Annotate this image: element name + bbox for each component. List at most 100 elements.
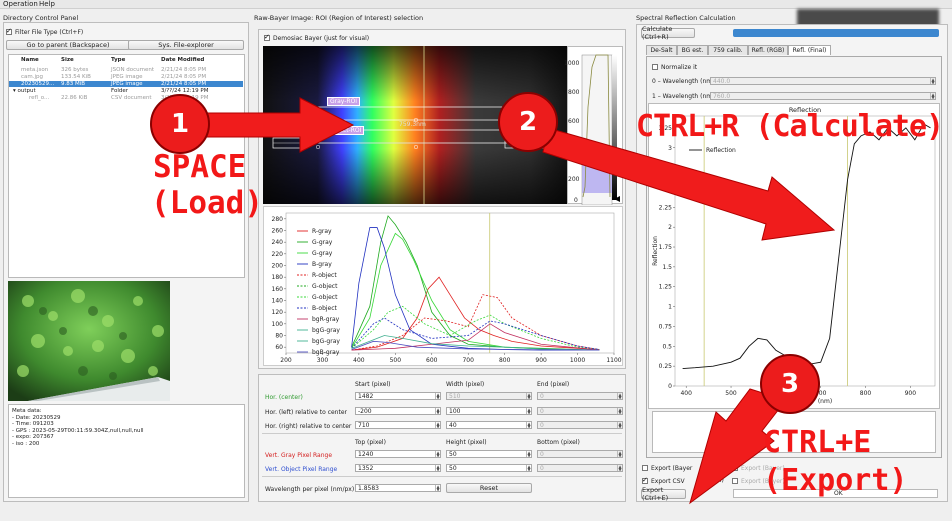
file-type: JSON document: [111, 67, 155, 73]
folder-date: 3/??/24 12:19 PM: [161, 88, 209, 94]
x-tick-label: 300: [317, 357, 329, 364]
spin-arrows[interactable]: ▲ ▼: [526, 464, 531, 472]
histogram-colorbar[interactable]: 1000 800 600 400 200 0: [564, 46, 623, 206]
spin-arrows[interactable]: ▲ ▼: [617, 464, 622, 472]
legend-label: B-gray: [312, 261, 332, 268]
hor-center-end-input[interactable]: 0 ▲ ▼: [537, 392, 623, 400]
hor-right-start-input[interactable]: 710 ▲ ▼: [355, 421, 441, 429]
spin-arrows[interactable]: ▲ ▼: [435, 464, 440, 472]
menu-operation[interactable]: Operation: [3, 0, 38, 8]
file-row[interactable]: refl_o... 22.86 KiB CSV document 3/??/24…: [9, 95, 243, 101]
spin-arrows[interactable]: ▲ ▼: [435, 392, 440, 400]
tab-bg-est[interactable]: BG est.: [677, 45, 708, 55]
col-end: End (pixel): [537, 381, 570, 388]
spin-arrows[interactable]: ▲ ▼: [930, 77, 935, 85]
go-parent-button[interactable]: Go to parent (Backspace): [6, 40, 130, 50]
value: -200: [358, 408, 372, 415]
spin-arrows[interactable]: ▲ ▼: [526, 407, 531, 415]
nm-readout: 759.3nm: [399, 121, 426, 128]
object-roi-label[interactable]: Object-ROI: [326, 126, 365, 135]
demosaic-checkbox[interactable]: Demosiac Bayer (just for visual): [264, 33, 369, 42]
plot-frame: [674, 115, 936, 387]
spin-arrows[interactable]: ▲ ▼: [526, 450, 531, 458]
value: 0: [540, 465, 544, 472]
file-row[interactable]: cam.jpg 133.54 KiB JPEG image 2/21/24 8:…: [9, 74, 243, 80]
value: 1240: [358, 451, 374, 458]
y-tick-label: 240: [272, 239, 284, 246]
spin-arrows[interactable]: ▲ ▼: [617, 392, 622, 400]
tab-desalt[interactable]: De-Salt: [646, 45, 677, 55]
export-csv-checkbox[interactable]: Export CSV: [642, 476, 685, 485]
value: 1352: [358, 465, 374, 472]
spin-arrows[interactable]: ▲ ▼: [930, 92, 935, 100]
hor-right-end-input[interactable]: 0 ▲ ▼: [537, 421, 623, 429]
legend-label: G-gray: [312, 250, 333, 257]
spin-arrows[interactable]: ▲ ▼: [435, 484, 440, 492]
divider: [262, 476, 622, 477]
file-tree-header: Name Size Type Date Modified: [9, 57, 243, 63]
value: 50: [449, 451, 457, 458]
spin-arrows[interactable]: ▲ ▼: [435, 407, 440, 415]
vert-object-height-input[interactable]: 50 ▲ ▼: [446, 464, 532, 472]
spin-arrows[interactable]: ▲ ▼: [617, 450, 622, 458]
legend-label: bgG-gray: [312, 327, 340, 334]
hor-left-start-input[interactable]: -200 ▲ ▼: [355, 407, 441, 415]
file-type: CSV document: [111, 95, 152, 101]
col-top: Top (pixel): [355, 439, 386, 446]
gray-roi-label[interactable]: Gray-ROI: [327, 97, 361, 106]
tab-refl-rgb[interactable]: Refl. (RGB): [748, 45, 788, 55]
spin-arrows[interactable]: ▲ ▼: [435, 421, 440, 429]
vert-object-bottom-input[interactable]: 0 ▲ ▼: [537, 464, 623, 472]
y-tick-label: 100: [272, 321, 284, 328]
file-tree[interactable]: Name Size Type Date Modified meta.json 3…: [8, 54, 245, 278]
tab-759-calib[interactable]: 759 calib.: [708, 45, 748, 55]
spin-arrows[interactable]: ▲ ▼: [526, 392, 531, 400]
export-bayer-checkbox[interactable]: Export (Bayer: [642, 464, 692, 472]
hor-center-start-input[interactable]: 1482 ▲ ▼: [355, 392, 441, 400]
file-name: meta.json: [21, 67, 49, 73]
x-axis-label: (nm): [818, 398, 832, 405]
y-tick-label: 180: [272, 274, 284, 281]
spin-arrows[interactable]: ▲ ▼: [526, 421, 531, 429]
calculate-button[interactable]: Calculate (Ctrl+R): [641, 25, 695, 41]
hor-left-label: Hor. (left) relative to center: [265, 409, 347, 416]
file-row-selected[interactable]: 20230529... 9.83 MiB JPEG image 2/21/24 …: [9, 81, 243, 87]
wavelength-input[interactable]: 1.8583 ▲ ▼: [355, 484, 441, 492]
folder-row[interactable]: ▾ output Folder 3/??/24 12:19 PM: [9, 88, 243, 94]
legend-label: bgB-gray: [312, 349, 340, 356]
y-tick-label: 0.25: [659, 363, 673, 370]
menu-help[interactable]: Help: [39, 0, 55, 8]
tab-refl-final[interactable]: Refl. (Final): [788, 45, 831, 55]
wl0-label: 0 – Wavelength (nm): [652, 78, 715, 85]
filter-checkbox[interactable]: Filter File Type (Ctrl+F): [6, 27, 83, 36]
colorbar-tick: 600: [568, 118, 580, 125]
y-tick-label: 260: [272, 228, 284, 235]
sys-explorer-button[interactable]: Sys. File-explorer: [128, 40, 244, 50]
wl0-input[interactable]: 440.0 ▲ ▼: [710, 77, 936, 85]
normalize-checkbox[interactable]: Normalize it: [652, 63, 697, 71]
col-date: Date Modified: [161, 57, 205, 63]
spin-arrows[interactable]: ▲ ▼: [617, 407, 622, 415]
series-line-reflection: [682, 123, 931, 369]
reset-button[interactable]: Reset: [446, 483, 532, 493]
colorbar-tick: 800: [568, 89, 580, 96]
vert-gray-top-input[interactable]: 1240 ▲ ▼: [355, 450, 441, 458]
value: 760.0: [713, 93, 731, 100]
hor-right-width-input[interactable]: 40 ▲ ▼: [446, 421, 532, 429]
file-row[interactable]: meta.json 326 bytes JSON document 2/21/2…: [9, 67, 243, 73]
wl1-input[interactable]: 760.0 ▲ ▼: [710, 92, 936, 100]
spin-arrows[interactable]: ▲ ▼: [435, 450, 440, 458]
hor-center-width-input[interactable]: 510 ▲ ▼: [446, 392, 532, 400]
step3-label-line2: (Export): [763, 463, 908, 498]
spin-arrows[interactable]: ▲ ▼: [617, 421, 622, 429]
vert-object-top-input[interactable]: 1352 ▲ ▼: [355, 464, 441, 472]
value: 510: [449, 393, 461, 400]
hor-left-width-input[interactable]: 100 ▲ ▼: [446, 407, 532, 415]
hor-left-end-input[interactable]: 0 ▲ ▼: [537, 407, 623, 415]
rgb-intensity-chart[interactable]: 200 300 400 500 600 700 800 900 1000 1100 60 80 100 1…: [263, 206, 623, 366]
meta-iso: - iso : 200: [12, 440, 40, 447]
vert-gray-bottom-input[interactable]: 0 ▲ ▼: [537, 450, 623, 458]
vert-gray-height-input[interactable]: 50 ▲ ▼: [446, 450, 532, 458]
x-tick-label: 400: [680, 390, 692, 397]
export-button[interactable]: Export (Ctrl+E): [641, 486, 686, 502]
